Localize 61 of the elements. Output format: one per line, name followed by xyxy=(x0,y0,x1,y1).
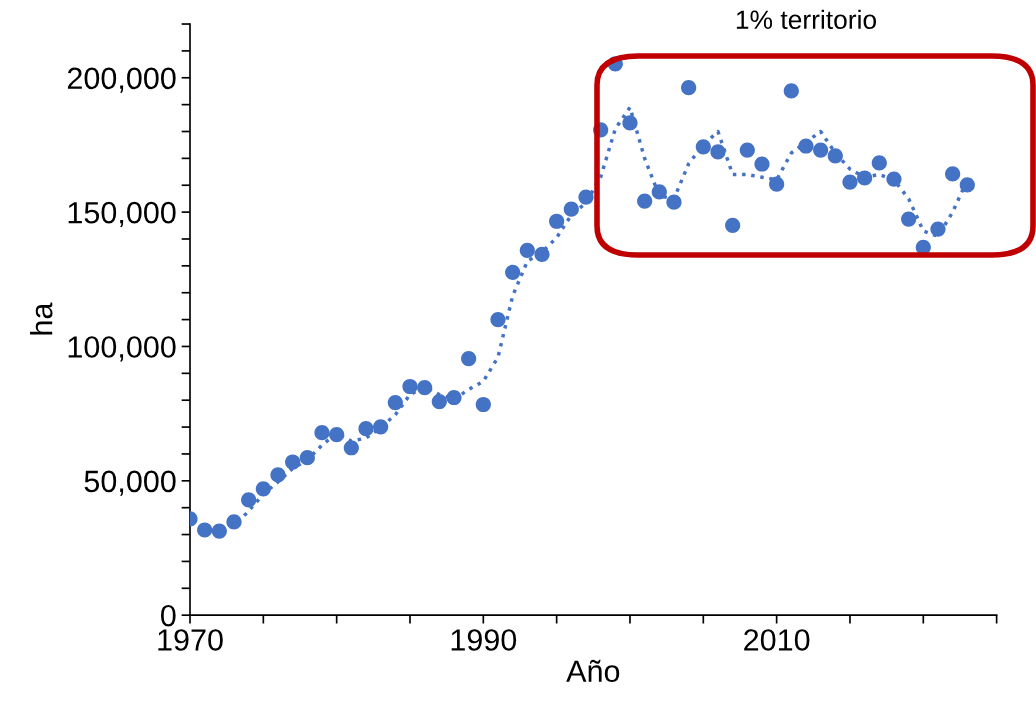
y-tick-label: 0 xyxy=(161,604,176,627)
y-tick-label: 50,000 xyxy=(84,470,176,496)
point xyxy=(197,522,213,538)
point xyxy=(241,492,257,508)
x-tick-label: 1970 xyxy=(158,629,223,651)
point xyxy=(651,184,667,200)
point xyxy=(563,201,579,217)
y-tick-label: 100,000 xyxy=(68,336,176,362)
point xyxy=(446,389,462,406)
point xyxy=(695,139,711,155)
point xyxy=(842,174,858,190)
point xyxy=(857,170,873,186)
point xyxy=(490,311,506,328)
point xyxy=(387,395,403,411)
point xyxy=(549,213,565,229)
point xyxy=(299,450,315,466)
point xyxy=(681,80,697,96)
point xyxy=(827,148,843,164)
point xyxy=(343,440,359,456)
y-axis-title: ha xyxy=(30,302,53,335)
point xyxy=(622,115,638,131)
point xyxy=(637,193,653,209)
point xyxy=(211,523,227,539)
point xyxy=(255,481,271,497)
point xyxy=(710,144,726,160)
x-tick-label: 1990 xyxy=(451,629,517,651)
point xyxy=(871,155,887,171)
point xyxy=(783,83,799,99)
point xyxy=(270,467,286,483)
point xyxy=(725,217,741,233)
point xyxy=(769,176,785,192)
point xyxy=(329,426,345,443)
y-tick-label: 150,000 xyxy=(68,201,176,228)
point xyxy=(945,166,961,182)
point xyxy=(314,425,330,441)
point xyxy=(666,194,682,210)
point xyxy=(798,138,814,154)
point xyxy=(431,393,447,410)
x-axis-title: Año xyxy=(566,659,620,683)
point xyxy=(475,396,491,413)
point xyxy=(886,171,902,187)
point xyxy=(519,242,535,258)
point xyxy=(754,156,770,172)
point xyxy=(417,379,433,396)
point xyxy=(285,454,301,470)
annotation: 1% territorio xyxy=(736,9,877,30)
point xyxy=(505,264,521,280)
point xyxy=(813,142,829,158)
point xyxy=(534,246,550,262)
point xyxy=(930,221,946,237)
point xyxy=(739,142,755,158)
point xyxy=(461,350,477,367)
point xyxy=(402,378,418,395)
y-tick-label: 200,000 xyxy=(67,67,176,93)
point xyxy=(226,514,242,530)
point xyxy=(901,211,917,227)
point xyxy=(959,177,975,193)
point xyxy=(578,189,594,205)
x-tick-label: 2010 xyxy=(744,629,810,651)
point xyxy=(358,421,374,437)
point xyxy=(373,419,389,435)
